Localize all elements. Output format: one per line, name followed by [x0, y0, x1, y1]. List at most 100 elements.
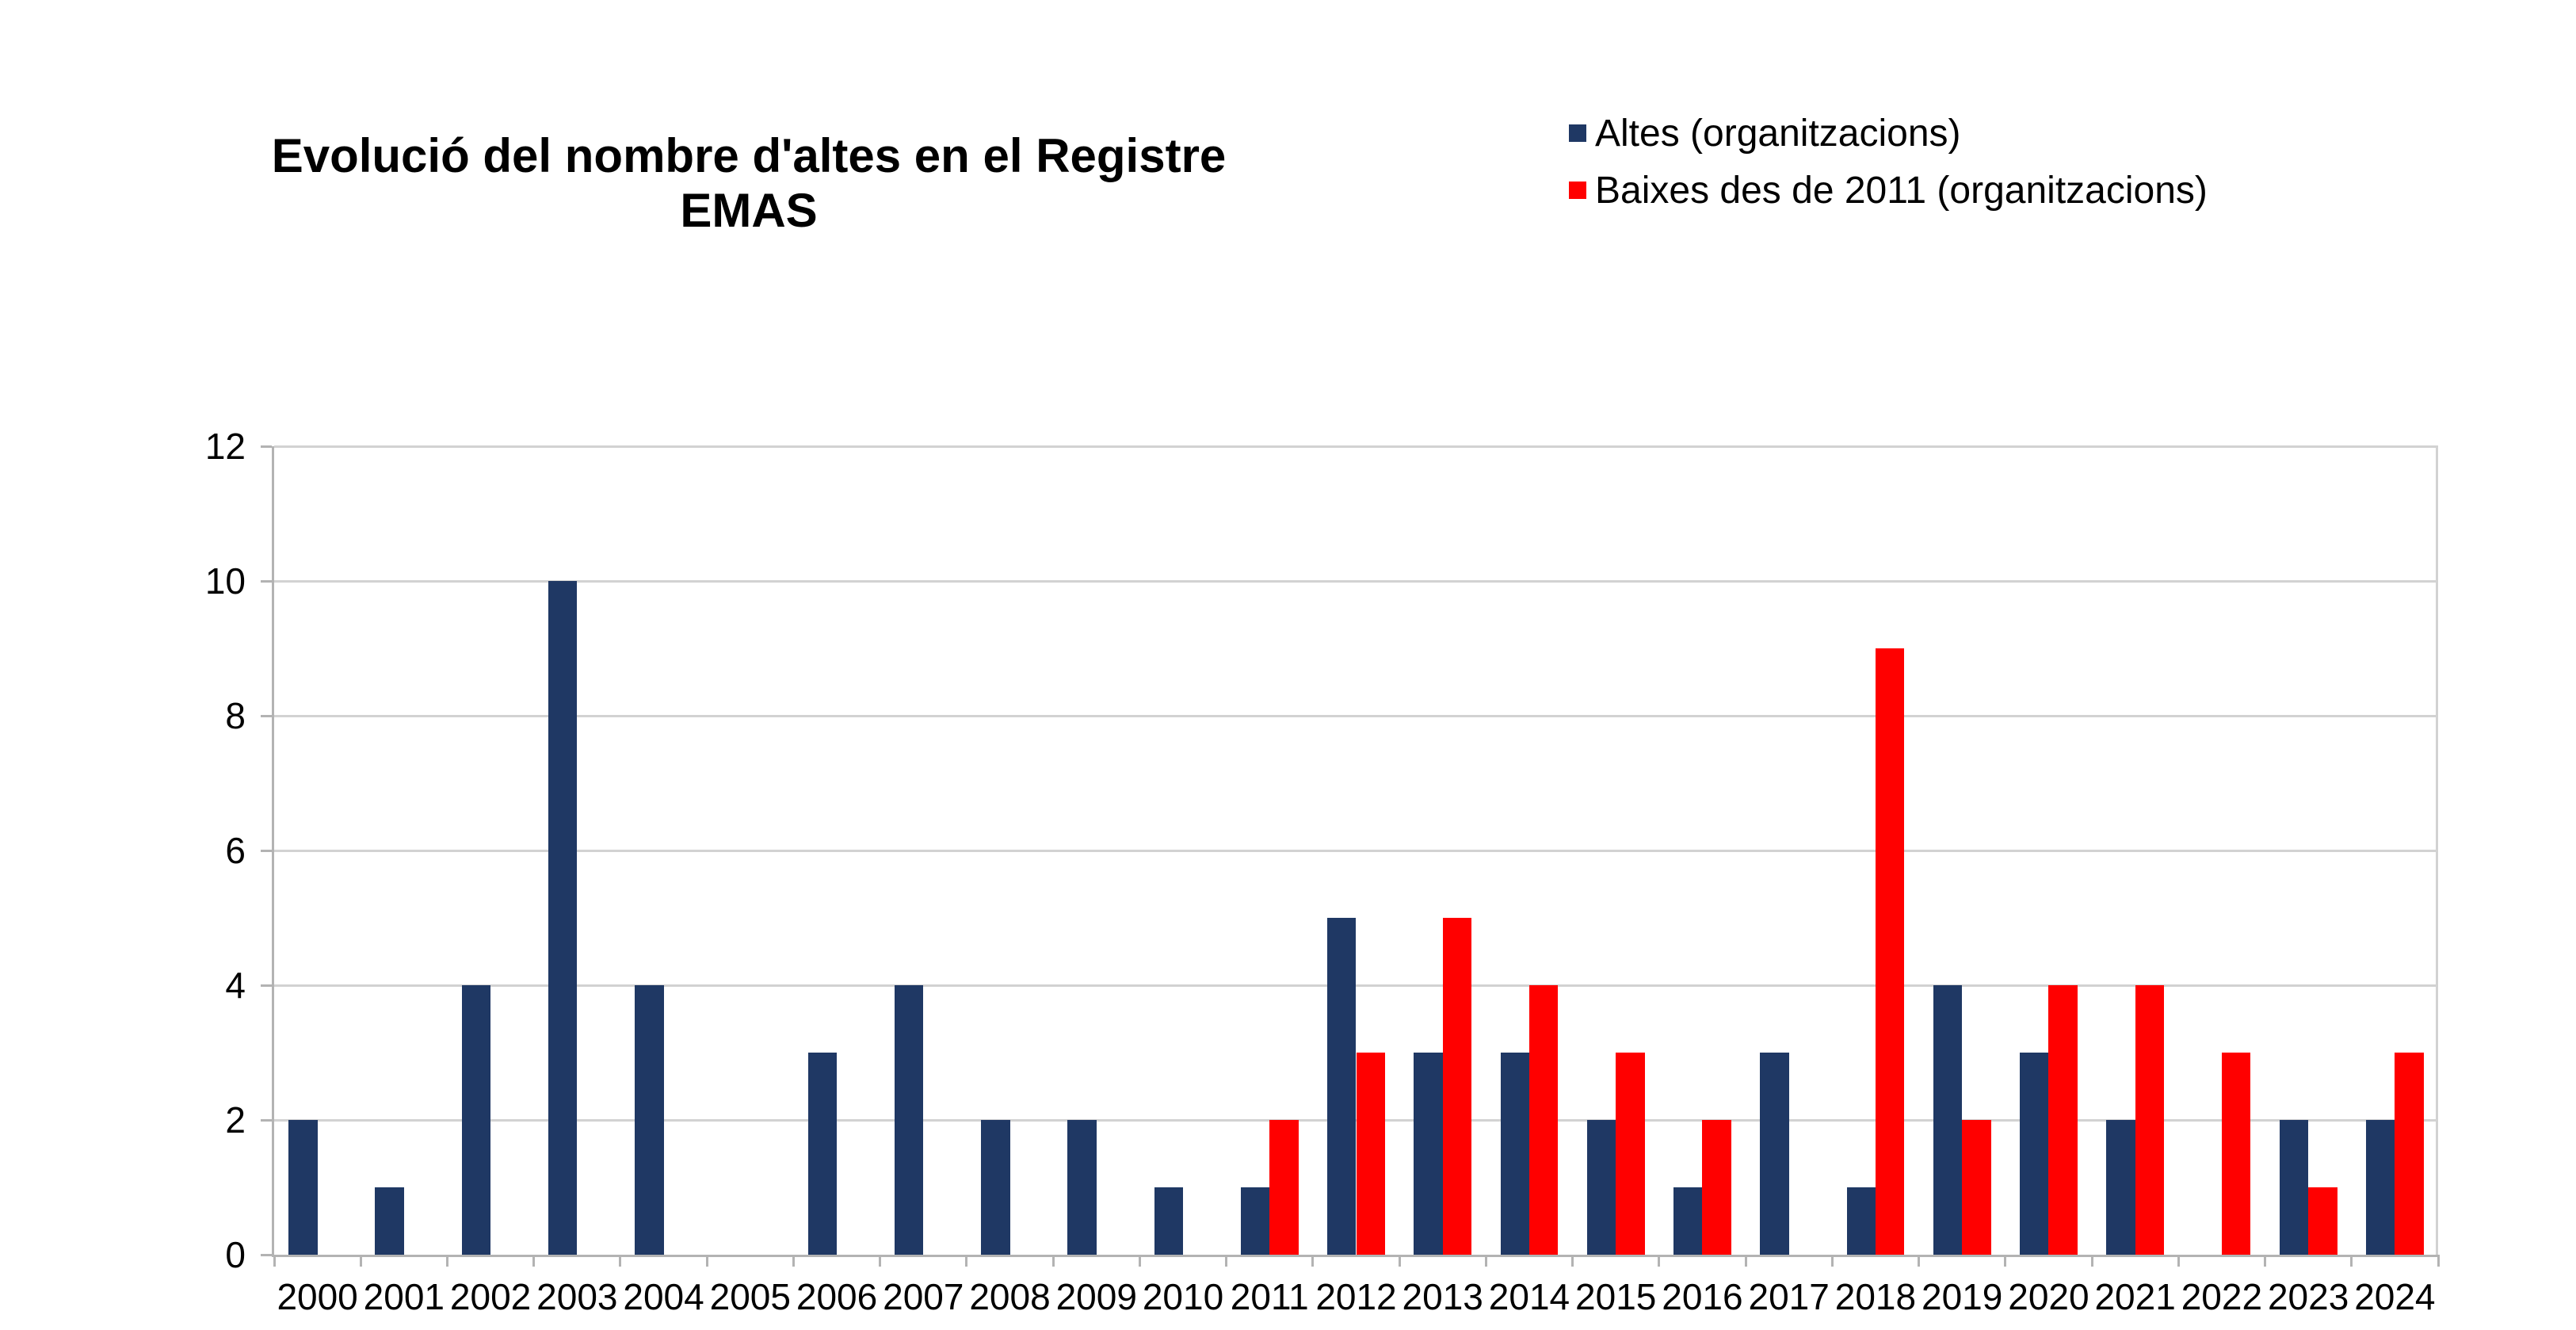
y-axis-line: [272, 446, 274, 1255]
gridline-12: [274, 445, 2438, 448]
y-tick-mark-10: [261, 579, 272, 583]
bar-altes-2014: [1500, 1053, 1529, 1255]
x-tick-label-2010: 2010: [1142, 1276, 1224, 1317]
x-tick-mark-21: [2090, 1255, 2093, 1267]
bar-baixes-2021: [2135, 985, 2165, 1255]
x-tick-mark-3: [532, 1255, 536, 1267]
x-tick-mark-8: [965, 1255, 968, 1267]
bar-baixes-2015: [1616, 1053, 1645, 1255]
x-tick-mark-23: [2264, 1255, 2267, 1267]
x-tick-mark-17: [1744, 1255, 1747, 1267]
x-tick-mark-22: [2177, 1255, 2180, 1267]
chart-title-line1: Evolució del nombre d'altes en el Regist…: [271, 129, 1227, 182]
gridline-6: [274, 849, 2438, 852]
x-tick-mark-13: [1398, 1255, 1401, 1267]
bar-baixes-2012: [1356, 1053, 1385, 1255]
x-tick-label-2019: 2019: [1921, 1276, 2003, 1317]
y-tick-mark-12: [261, 445, 272, 448]
x-tick-label-2015: 2015: [1575, 1276, 1657, 1317]
legend-item-baixes: Baixes des de 2011 (organitzacions): [1569, 169, 2208, 212]
gridline-10: [274, 579, 2438, 583]
gridline-8: [274, 714, 2438, 717]
bar-altes-2006: [807, 1053, 838, 1255]
x-tick-mark-9: [1051, 1255, 1055, 1267]
x-tick-label-2008: 2008: [969, 1276, 1051, 1317]
y-tick-label-0: 0: [225, 1234, 246, 1275]
plot-right-border: [2436, 446, 2438, 1255]
x-tick-mark-18: [1830, 1255, 1834, 1267]
bar-baixes-2016: [1702, 1120, 1731, 1255]
legend-swatch-blue-icon: [1569, 124, 1586, 142]
x-tick-label-2016: 2016: [1662, 1276, 1743, 1317]
x-tick-label-2024: 2024: [2354, 1276, 2436, 1317]
bar-altes-2001: [375, 1187, 404, 1255]
bar-baixes-2023: [2308, 1187, 2337, 1255]
x-tick-label-2022: 2022: [2181, 1276, 2263, 1317]
bar-baixes-2024: [2395, 1053, 2424, 1255]
x-tick-label-2005: 2005: [709, 1276, 791, 1317]
x-tick-mark-10: [1138, 1255, 1141, 1267]
x-axis-line: [272, 1255, 2438, 1257]
bar-altes-2009: [1067, 1120, 1097, 1255]
bar-altes-2007: [894, 985, 924, 1255]
x-tick-label-2001: 2001: [363, 1276, 445, 1317]
bar-altes-2017: [1760, 1053, 1789, 1255]
x-tick-mark-7: [879, 1255, 882, 1267]
bar-altes-2016: [1673, 1187, 1703, 1255]
x-tick-label-2004: 2004: [623, 1276, 704, 1317]
x-tick-mark-20: [2004, 1255, 2007, 1267]
x-tick-mark-15: [1571, 1255, 1574, 1267]
bar-altes-2011: [1240, 1187, 1270, 1255]
y-tick-label-4: 4: [225, 965, 246, 1006]
x-tick-label-2009: 2009: [1055, 1276, 1137, 1317]
x-tick-label-2017: 2017: [1748, 1276, 1830, 1317]
x-tick-mark-16: [1658, 1255, 1661, 1267]
bar-altes-2012: [1327, 918, 1357, 1255]
bar-altes-2008: [981, 1120, 1010, 1255]
bar-altes-2004: [635, 985, 664, 1255]
x-tick-label-2011: 2011: [1230, 1276, 1309, 1317]
y-tick-mark-2: [261, 1118, 272, 1122]
y-tick-mark-4: [261, 984, 272, 987]
x-tick-mark-0: [273, 1255, 276, 1267]
bar-baixes-2018: [1875, 648, 1905, 1255]
x-tick-mark-5: [705, 1255, 708, 1267]
x-tick-label-2013: 2013: [1402, 1276, 1483, 1317]
chart-title-line2: EMAS: [680, 184, 818, 237]
bar-baixes-2014: [1528, 985, 1559, 1255]
x-tick-mark-25: [2437, 1255, 2440, 1267]
x-tick-label-2018: 2018: [1834, 1276, 1917, 1317]
y-tick-label-8: 8: [225, 695, 246, 736]
x-tick-label-2021: 2021: [2094, 1276, 2176, 1317]
x-tick-mark-24: [2350, 1255, 2353, 1267]
chart-title: Evolució del nombre d'altes en el Regist…: [198, 128, 1299, 238]
bar-altes-2010: [1154, 1187, 1183, 1255]
legend-item-altes: Altes (organitzacions): [1569, 113, 2208, 155]
x-tick-mark-6: [792, 1255, 795, 1267]
bar-altes-2018: [1846, 1187, 1876, 1255]
y-tick-label-6: 6: [225, 830, 246, 871]
plot-area: [272, 445, 2438, 1257]
bar-altes-2019: [1933, 985, 1963, 1255]
x-tick-mark-11: [1225, 1255, 1228, 1267]
x-tick-mark-19: [1918, 1255, 1921, 1267]
x-tick-label-2014: 2014: [1488, 1276, 1570, 1317]
x-tick-label-2012: 2012: [1315, 1276, 1397, 1317]
y-tick-label-12: 12: [204, 426, 246, 467]
bar-altes-2000: [288, 1120, 318, 1255]
bar-baixes-2013: [1442, 918, 1472, 1255]
y-tick-mark-0: [261, 1253, 272, 1256]
y-tick-label-10: 10: [204, 560, 246, 602]
bar-altes-2003: [548, 581, 578, 1255]
legend-label-baixes: Baixes des de 2011 (organitzacions): [1595, 169, 2208, 212]
x-tick-label-2023: 2023: [2267, 1276, 2349, 1317]
x-tick-label-2002: 2002: [449, 1276, 532, 1317]
bar-baixes-2019: [1962, 1120, 1991, 1255]
bar-altes-2013: [1414, 1053, 1443, 1255]
x-tick-mark-2: [445, 1255, 448, 1267]
y-tick-mark-6: [261, 849, 272, 852]
bar-altes-2021: [2106, 1120, 2135, 1255]
bar-altes-2024: [2365, 1120, 2395, 1255]
bar-altes-2015: [1586, 1120, 1616, 1255]
